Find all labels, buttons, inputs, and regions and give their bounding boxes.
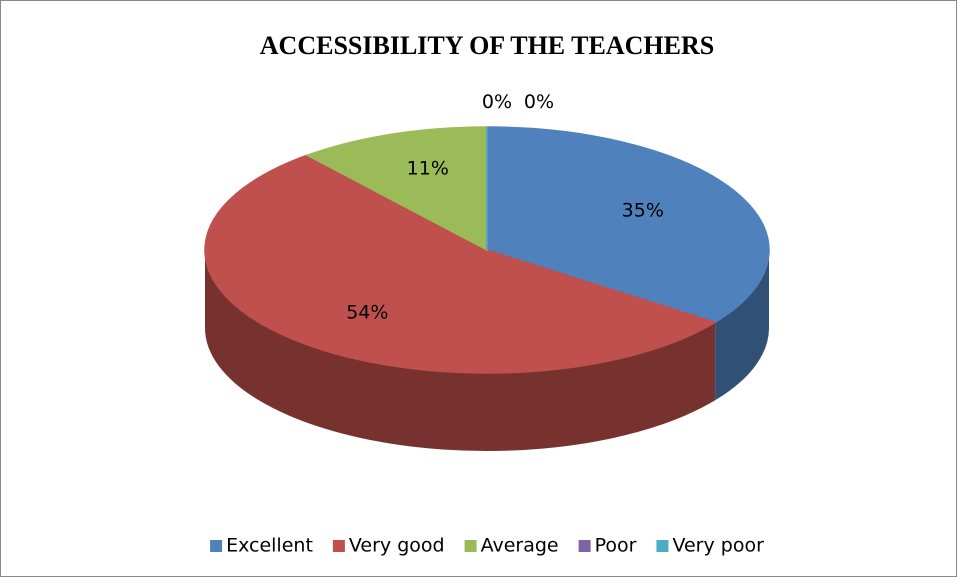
data-label: 0% <box>524 91 554 113</box>
legend-label: Very poor <box>672 535 764 557</box>
chart-title: ACCESSIBILITY OF THE TEACHERS <box>260 31 714 60</box>
data-label: 35% <box>622 199 664 221</box>
slice <box>486 126 770 324</box>
legend: Excellent Very good Average Poor Very poor <box>210 535 764 557</box>
legend-label: Very good <box>349 535 445 557</box>
legend-label: Excellent <box>226 535 313 557</box>
legend-label: Poor <box>595 535 637 557</box>
slice <box>305 126 488 252</box>
legend-swatch <box>332 540 345 552</box>
legend-swatch <box>578 540 591 552</box>
slice <box>204 154 717 374</box>
legend-swatch <box>210 540 223 552</box>
legend-swatch <box>464 540 477 552</box>
data-label: 54% <box>346 301 388 323</box>
data-label: 11% <box>407 157 449 179</box>
legend-label: Average <box>481 535 559 557</box>
data-label: 0% <box>482 91 512 113</box>
slice-side <box>205 250 716 451</box>
legend-swatch <box>656 540 669 552</box>
